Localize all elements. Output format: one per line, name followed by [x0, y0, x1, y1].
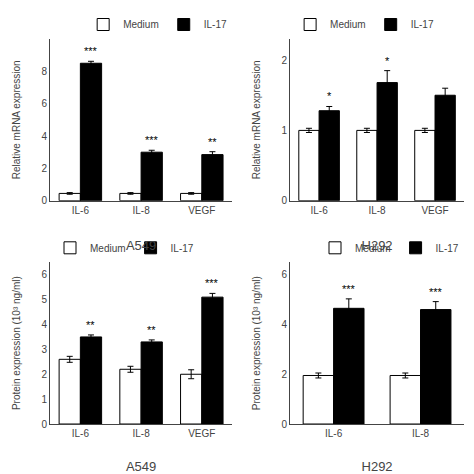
svg-text:IL-8: IL-8: [412, 428, 430, 439]
svg-text:4: 4: [282, 319, 288, 330]
svg-text:**: **: [86, 319, 95, 331]
svg-text:5: 5: [41, 294, 47, 305]
svg-text:H292: H292: [362, 459, 393, 474]
svg-text:0: 0: [41, 195, 47, 206]
svg-text:A549: A549: [126, 238, 156, 253]
svg-text:A549: A549: [126, 459, 156, 474]
svg-text:*: *: [327, 90, 332, 102]
svg-text:6: 6: [282, 269, 288, 280]
svg-text:0: 0: [282, 419, 288, 430]
svg-text:Protein expression (10³ ng/ml): Protein expression (10³ ng/ml): [251, 276, 262, 410]
svg-text:***: ***: [342, 283, 356, 295]
svg-text:6: 6: [41, 98, 47, 109]
svg-text:IL-6: IL-6: [325, 428, 343, 439]
svg-text:Medium: Medium: [355, 243, 391, 254]
svg-text:IL-8: IL-8: [132, 205, 150, 216]
svg-text:IL-17: IL-17: [171, 243, 194, 254]
svg-text:3: 3: [41, 344, 47, 355]
svg-text:**: **: [208, 136, 217, 148]
svg-text:2: 2: [41, 369, 47, 380]
svg-text:0: 0: [41, 419, 47, 430]
svg-text:***: ***: [429, 286, 443, 298]
svg-text:IL-6: IL-6: [72, 205, 90, 216]
svg-text:***: ***: [145, 134, 159, 146]
svg-text:2: 2: [282, 369, 288, 380]
svg-text:6: 6: [41, 269, 47, 280]
svg-text:*: *: [385, 55, 390, 67]
svg-text:IL-6: IL-6: [310, 205, 328, 216]
svg-text:2: 2: [282, 55, 288, 66]
svg-text:VEGF: VEGF: [188, 428, 215, 439]
svg-text:IL-17: IL-17: [436, 243, 459, 254]
svg-text:Medium: Medium: [90, 243, 126, 254]
svg-text:Relative mRNA expression: Relative mRNA expression: [11, 60, 22, 179]
svg-text:IL-6: IL-6: [72, 428, 90, 439]
svg-text:Medium: Medium: [330, 19, 366, 30]
svg-text:2: 2: [41, 163, 47, 174]
svg-text:0: 0: [282, 195, 288, 206]
svg-text:IL-17: IL-17: [204, 19, 227, 30]
svg-text:VEGF: VEGF: [188, 205, 215, 216]
svg-text:IL-8: IL-8: [368, 205, 386, 216]
svg-text:Protein expression (10³ ng/ml): Protein expression (10³ ng/ml): [11, 276, 22, 410]
svg-text:**: **: [147, 324, 156, 336]
svg-text:1: 1: [41, 394, 47, 405]
svg-text:IL-8: IL-8: [132, 428, 150, 439]
svg-text:***: ***: [84, 45, 98, 57]
svg-text:8: 8: [41, 66, 47, 77]
svg-text:IL-17: IL-17: [411, 19, 434, 30]
svg-text:4: 4: [41, 319, 47, 330]
svg-text:***: ***: [205, 277, 219, 289]
svg-text:1: 1: [282, 125, 288, 136]
svg-text:Medium: Medium: [123, 19, 159, 30]
svg-text:H292: H292: [362, 238, 393, 253]
svg-text:VEGF: VEGF: [421, 205, 448, 216]
svg-text:4: 4: [41, 131, 47, 142]
svg-text:Relative mRNA expression: Relative mRNA expression: [251, 60, 262, 179]
